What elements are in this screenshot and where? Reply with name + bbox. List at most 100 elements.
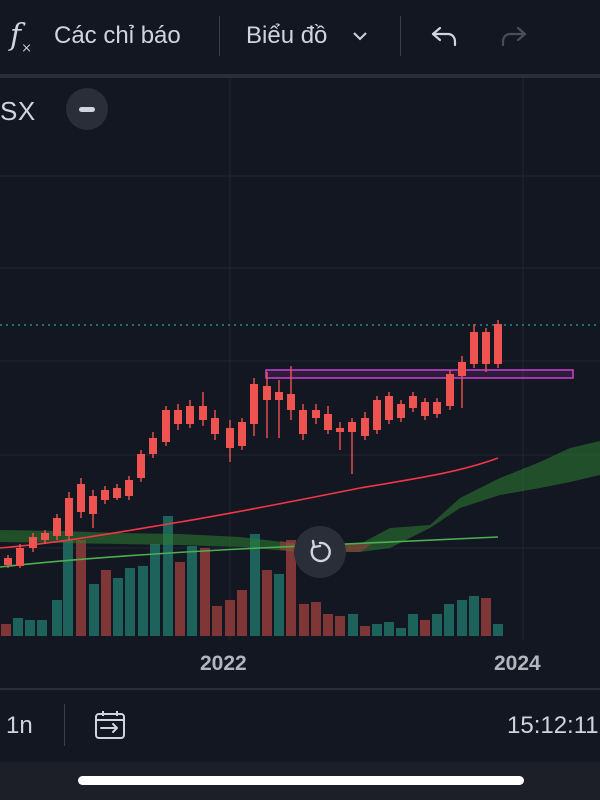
candle-body	[89, 496, 97, 514]
volume-bar	[138, 566, 148, 636]
volume-bar	[311, 602, 321, 636]
volume-bar	[101, 570, 111, 636]
candle-body	[162, 410, 170, 442]
volume-bar	[469, 596, 479, 636]
volume-bar	[323, 614, 333, 636]
candle-body	[199, 406, 207, 420]
candle-body	[312, 410, 320, 418]
volume-bar	[335, 616, 345, 636]
candle-body	[125, 480, 133, 496]
candle-body	[470, 332, 478, 364]
indicators-button[interactable]: Các chỉ báo	[54, 22, 181, 49]
candle-body	[458, 362, 466, 376]
candle-body	[41, 533, 49, 540]
minus-icon	[79, 106, 95, 112]
candle-body	[174, 410, 182, 424]
candle-body	[482, 332, 490, 364]
candle-body	[53, 518, 61, 536]
volume-bars	[1, 516, 503, 636]
candle-body	[446, 374, 454, 406]
reset-icon	[310, 539, 331, 563]
volume-bar	[187, 546, 197, 636]
chart-type-button[interactable]: Biểu đồ	[246, 22, 328, 49]
candle-body	[238, 422, 246, 446]
candle-body	[373, 400, 381, 430]
candle-body	[226, 428, 234, 448]
volume-bar	[372, 624, 382, 636]
volume-bar	[286, 540, 296, 636]
volume-bar	[444, 604, 454, 636]
volume-bar	[150, 544, 160, 636]
volume-bar	[396, 628, 406, 636]
resistance-zone	[265, 369, 574, 379]
interval-button[interactable]: 1n	[6, 712, 33, 739]
volume-bar	[225, 600, 235, 636]
candle-body	[275, 392, 283, 400]
volume-bar	[37, 620, 47, 636]
volume-bar	[274, 574, 284, 636]
candles	[4, 320, 502, 568]
candle-body	[4, 558, 12, 565]
candle-body	[385, 396, 393, 420]
volume-bar	[125, 568, 135, 636]
candle-body	[421, 402, 429, 416]
x-axis-tick-label: 2024	[494, 652, 541, 675]
volume-bar	[200, 548, 210, 636]
volume-bar	[212, 606, 222, 636]
volume-bar	[76, 540, 86, 636]
volume-bar	[63, 540, 73, 636]
candle-body	[397, 404, 405, 418]
candle-body	[409, 396, 417, 408]
volume-bar	[432, 614, 442, 636]
candle-body	[250, 384, 258, 424]
candle-body	[348, 422, 356, 432]
volume-bar	[299, 604, 309, 636]
top-toolbar: f× Các chỉ báo Biểu đồ	[0, 0, 600, 74]
redo-icon[interactable]	[498, 20, 530, 52]
candle-body	[186, 406, 194, 424]
volume-bar	[89, 584, 99, 636]
symbol-label: SX	[0, 96, 36, 126]
ma-slow-line	[0, 536, 499, 568]
home-indicator[interactable]	[78, 776, 524, 785]
go-to-date-icon[interactable]	[93, 709, 127, 741]
candle-body	[361, 418, 369, 436]
undo-icon[interactable]	[428, 20, 460, 52]
volume-bar	[348, 614, 358, 636]
reset-chart-button[interactable]	[294, 526, 346, 578]
volume-bar	[1, 624, 11, 636]
candle-body	[29, 537, 37, 548]
volume-bar	[360, 626, 370, 636]
collapse-legend-button[interactable]	[66, 88, 108, 130]
candle-body	[65, 498, 73, 536]
candle-body	[263, 386, 271, 400]
candle-body	[336, 428, 344, 432]
volume-bar	[250, 534, 260, 636]
volume-bar	[13, 618, 23, 636]
candle-body	[113, 488, 121, 498]
fx-icon[interactable]: f×	[10, 18, 33, 56]
volume-bar	[457, 600, 467, 636]
volume-bar	[493, 624, 503, 636]
volume-bar	[25, 620, 35, 636]
x-axis-tick-label: 2022	[200, 652, 247, 675]
volume-bar	[420, 620, 430, 636]
toolbar-rule	[0, 74, 600, 78]
toolbar-divider	[219, 16, 220, 56]
candle-body	[299, 410, 307, 434]
candle-body	[324, 414, 332, 430]
volume-bar	[262, 570, 272, 636]
volume-bar	[237, 590, 247, 636]
toolbar-divider	[400, 16, 401, 56]
volume-bar	[481, 598, 491, 636]
chevron-down-icon[interactable]	[350, 26, 370, 46]
candle-body	[137, 454, 145, 478]
price-chart[interactable]	[0, 78, 600, 688]
candle-body	[211, 418, 219, 434]
bottom-bar	[0, 690, 600, 762]
candle-body	[287, 394, 295, 410]
volume-bar	[113, 578, 123, 636]
candle-body	[77, 484, 85, 512]
volume-bar	[52, 600, 62, 636]
volume-bar	[175, 562, 185, 636]
